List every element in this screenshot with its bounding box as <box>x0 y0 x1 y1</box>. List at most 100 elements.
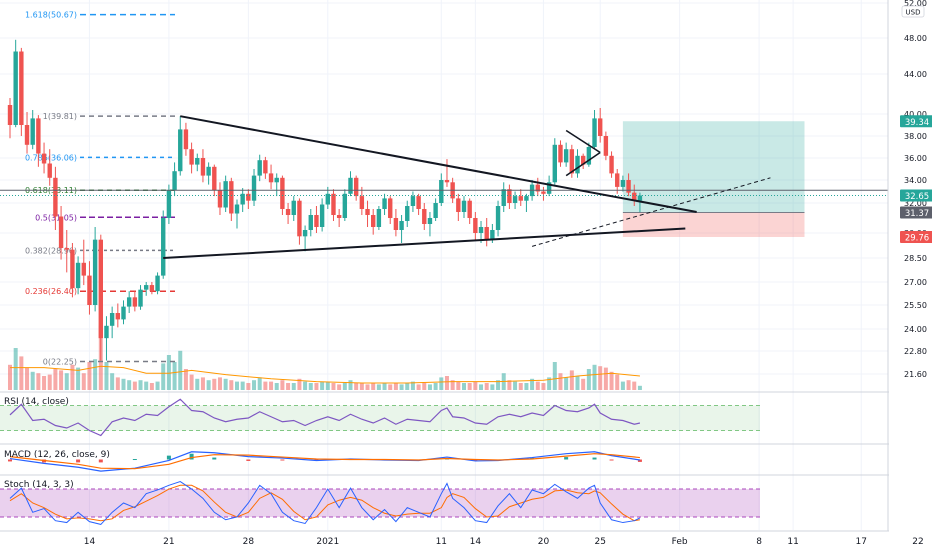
macd-histogram-bar <box>132 459 137 461</box>
volume-bar <box>456 381 461 390</box>
price-tag <box>900 231 932 243</box>
candle-body <box>546 182 552 194</box>
candle-body <box>563 149 569 163</box>
price-labels: 39.34 32.65 31.37 29.76 <box>900 115 932 244</box>
volume-bar <box>337 384 342 390</box>
price-tick-label: 40.00 <box>904 110 927 119</box>
candle-body <box>552 144 557 183</box>
price-tick-label: 24.00 <box>904 325 927 334</box>
trendline-drawings[interactable] <box>0 115 888 259</box>
time-tick-label: Feb <box>672 537 688 547</box>
candle-body <box>36 118 41 154</box>
macd-histogram-bar <box>609 459 614 461</box>
time-tick-label: 25 <box>594 537 605 547</box>
candle-body <box>189 149 194 165</box>
candle-body <box>580 155 586 165</box>
candle-body <box>444 180 450 183</box>
volume-bar <box>325 381 330 390</box>
candle-body <box>637 195 643 201</box>
candle-body <box>195 158 200 165</box>
volume-bar <box>376 384 381 390</box>
volume-bar <box>592 364 597 390</box>
volume-bar <box>87 362 92 390</box>
time-tick-label: 28 <box>243 537 255 547</box>
macd-signal-line <box>9 453 640 470</box>
volume-bar <box>331 383 336 390</box>
volume-bar <box>166 355 171 390</box>
candle-body <box>138 289 143 307</box>
candle-body <box>64 248 69 250</box>
volume-bar <box>263 381 268 390</box>
volume-bar <box>183 369 188 390</box>
candle-body <box>353 177 359 197</box>
candle-body <box>433 203 438 218</box>
price-tag-label: 32.65 <box>905 192 929 202</box>
candle-body <box>70 249 75 289</box>
price-tick-label: 25.50 <box>904 301 927 310</box>
candle-body <box>178 129 183 172</box>
volume-bars <box>8 325 642 390</box>
candle-body <box>541 191 546 194</box>
candle-body <box>109 313 115 326</box>
volume-bar <box>206 380 211 390</box>
macd-histogram-bar <box>76 459 81 463</box>
volume-bar <box>36 373 41 390</box>
volume-bar <box>121 378 126 390</box>
volume-bar <box>104 362 109 390</box>
volume-bar <box>308 383 313 390</box>
candle-body <box>87 275 92 305</box>
volume-bar <box>388 384 393 390</box>
price-axis-bg <box>889 0 932 550</box>
volume-bar <box>479 384 484 390</box>
candle-body <box>405 206 410 221</box>
candle-body <box>81 262 86 276</box>
price-tick-label: 28.50 <box>904 254 927 263</box>
volume-bar <box>637 385 642 390</box>
macd-histogram-bar <box>246 459 251 461</box>
volume-bar <box>626 380 631 390</box>
candle-body <box>246 193 251 201</box>
long-position-tool[interactable] <box>622 121 805 237</box>
volume-bar <box>59 370 64 390</box>
time-tick-label: 20 <box>538 537 550 547</box>
candle-body <box>473 218 478 233</box>
candle-body <box>257 160 262 176</box>
candle-body <box>365 209 370 215</box>
candle-body <box>19 51 24 125</box>
candle-body <box>416 196 421 209</box>
time-tick-label: 22 <box>912 537 923 547</box>
candle-body <box>104 325 109 339</box>
fib-level-label: 0.786(36.06) <box>25 153 77 162</box>
candle-body <box>13 51 18 125</box>
fib-level-label: 0.236(26.40) <box>25 287 77 296</box>
macd-histogram-bar <box>212 457 217 460</box>
candle-body <box>132 297 138 307</box>
volume-bar <box>524 383 529 390</box>
volume-bar <box>552 362 557 390</box>
volume-bar <box>496 380 501 390</box>
volume-bar <box>348 380 353 390</box>
volume-bar <box>399 384 404 390</box>
time-axis[interactable]: 14 21 28 2021 11 14 20 25 Feb 8 11 17 22 <box>84 537 924 547</box>
candle-body <box>461 200 467 212</box>
candle-body <box>41 153 47 164</box>
candle-body <box>302 230 308 237</box>
volume-bar <box>93 359 98 390</box>
candle-body <box>217 190 223 208</box>
candle-body <box>149 285 155 292</box>
volume-bar <box>320 381 325 390</box>
candle-body <box>223 181 228 208</box>
macd-histogram-bar <box>8 459 12 462</box>
macd-histogram-bar <box>637 459 642 462</box>
macd-histogram-bar <box>592 457 597 460</box>
candle-body <box>388 198 393 218</box>
volume-bar <box>217 377 222 390</box>
candle-body <box>24 125 30 145</box>
volume-bar <box>127 380 132 390</box>
volume-bar <box>246 383 251 390</box>
volume-bar <box>314 383 319 390</box>
candle-body <box>161 218 166 276</box>
candlestick-series[interactable] <box>7 39 643 361</box>
price-axis[interactable]: 52.00 48.00 44.00 40.00 38.00 36.00 34.00 32.00… <box>887 0 932 550</box>
